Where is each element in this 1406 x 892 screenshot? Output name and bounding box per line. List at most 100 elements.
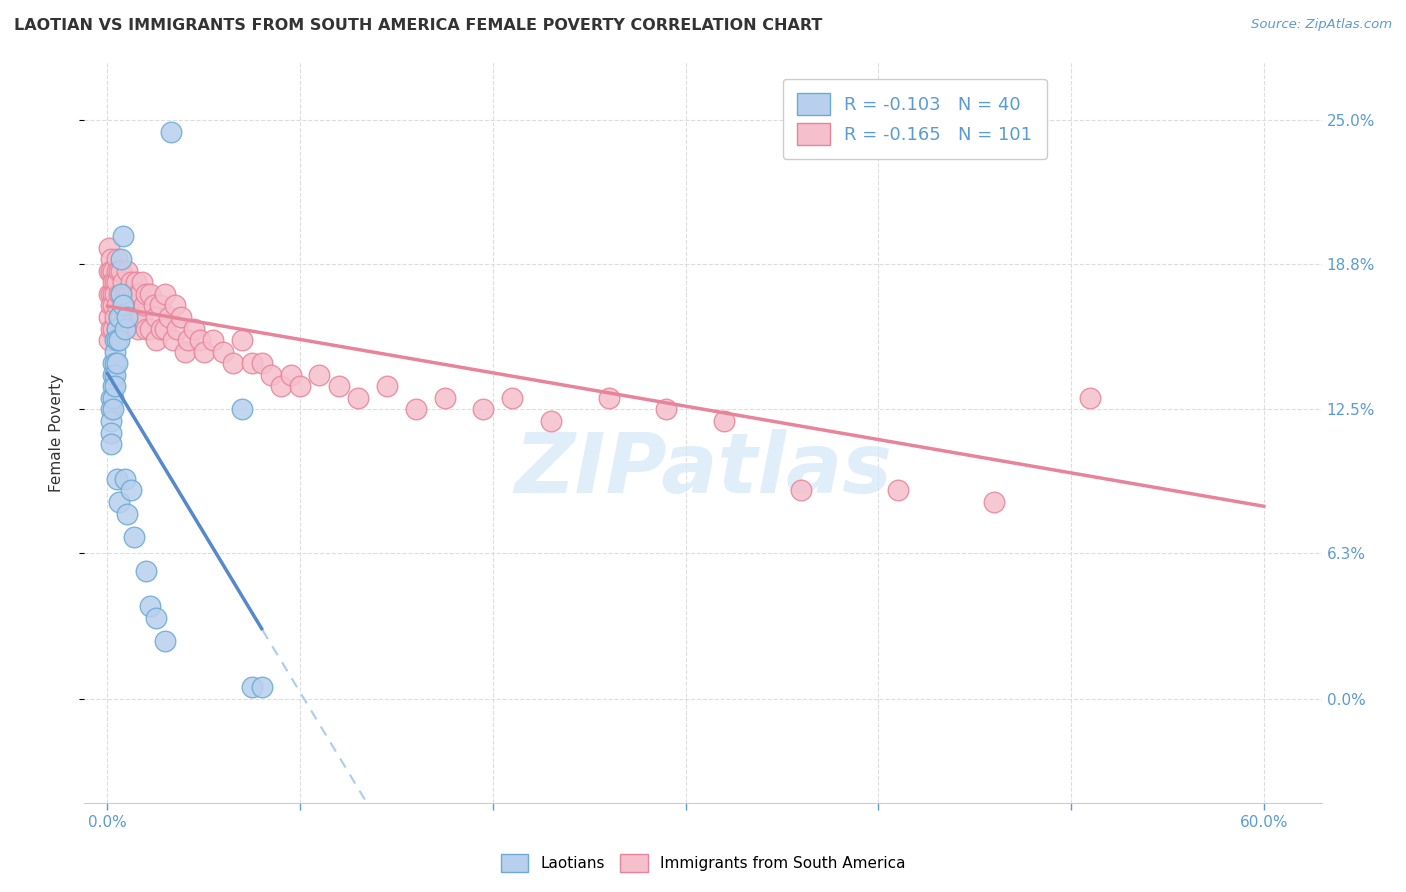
Point — [713, 414, 735, 428]
Point — [115, 310, 138, 324]
Legend: Laotians, Immigrants from South America: Laotians, Immigrants from South America — [494, 846, 912, 880]
Point — [104, 356, 127, 370]
Point — [135, 321, 157, 335]
Point — [100, 298, 122, 312]
Point — [160, 125, 183, 139]
Point — [260, 368, 283, 382]
Point — [290, 379, 312, 393]
Point — [270, 379, 292, 393]
Point — [103, 368, 125, 382]
Point — [104, 344, 127, 359]
Legend: R = -0.103   N = 40, R = -0.165   N = 101: R = -0.103 N = 40, R = -0.165 N = 101 — [783, 78, 1046, 159]
Point — [108, 333, 131, 347]
Point — [100, 402, 122, 417]
Point — [328, 379, 350, 393]
Point — [103, 379, 125, 393]
Point — [155, 321, 177, 335]
Point — [103, 402, 125, 417]
Point — [111, 229, 134, 244]
Point — [110, 286, 132, 301]
Point — [100, 425, 122, 440]
Point — [127, 321, 149, 335]
Point — [188, 333, 211, 347]
Point — [103, 391, 125, 405]
Point — [127, 286, 149, 301]
Point — [170, 310, 193, 324]
Point — [250, 356, 273, 370]
Point — [655, 402, 678, 417]
Point — [131, 275, 153, 289]
Point — [132, 298, 155, 312]
Point — [129, 310, 152, 324]
Point — [135, 565, 157, 579]
Point — [108, 310, 131, 324]
Point — [183, 321, 205, 335]
Point — [104, 286, 127, 301]
Point — [150, 321, 173, 335]
Point — [100, 437, 122, 451]
Point — [433, 391, 456, 405]
Point — [114, 472, 136, 486]
Point — [115, 507, 138, 521]
Point — [120, 298, 142, 312]
Text: ZIPatlas: ZIPatlas — [515, 429, 891, 510]
Point — [110, 286, 132, 301]
Point — [145, 610, 167, 624]
Point — [103, 263, 125, 277]
Point — [139, 599, 162, 614]
Point — [405, 402, 427, 417]
Point — [111, 298, 134, 312]
Point — [104, 368, 127, 382]
Point — [104, 310, 127, 324]
Point — [375, 379, 398, 393]
Point — [103, 321, 125, 335]
Point — [105, 275, 128, 289]
Point — [100, 414, 122, 428]
Point — [139, 286, 162, 301]
Point — [103, 298, 125, 312]
Point — [212, 344, 235, 359]
Text: Source: ZipAtlas.com: Source: ZipAtlas.com — [1251, 18, 1392, 31]
Point — [139, 321, 162, 335]
Point — [125, 310, 148, 324]
Point — [110, 310, 132, 324]
Point — [105, 321, 128, 335]
Point — [111, 275, 134, 289]
Point — [105, 252, 128, 266]
Point — [173, 344, 195, 359]
Point — [98, 333, 121, 347]
Point — [98, 286, 121, 301]
Point — [108, 263, 131, 277]
Point — [118, 310, 141, 324]
Point — [103, 275, 125, 289]
Point — [104, 379, 127, 393]
Point — [111, 298, 134, 312]
Point — [162, 333, 184, 347]
Point — [142, 298, 165, 312]
Point — [177, 333, 200, 347]
Point — [145, 310, 167, 324]
Y-axis label: Female Poverty: Female Poverty — [49, 374, 63, 491]
Point — [103, 356, 125, 370]
Point — [110, 263, 132, 277]
Point — [100, 321, 122, 335]
Point — [202, 333, 225, 347]
Point — [108, 310, 131, 324]
Point — [163, 298, 186, 312]
Point — [886, 483, 908, 498]
Point — [100, 252, 122, 266]
Point — [540, 414, 562, 428]
Point — [250, 680, 273, 694]
Point — [120, 483, 142, 498]
Point — [125, 275, 148, 289]
Point — [148, 298, 170, 312]
Point — [114, 321, 136, 335]
Point — [193, 344, 215, 359]
Point — [308, 368, 330, 382]
Point — [1080, 391, 1102, 405]
Point — [115, 310, 138, 324]
Point — [105, 356, 128, 370]
Point — [472, 402, 495, 417]
Point — [111, 321, 134, 335]
Point — [231, 402, 253, 417]
